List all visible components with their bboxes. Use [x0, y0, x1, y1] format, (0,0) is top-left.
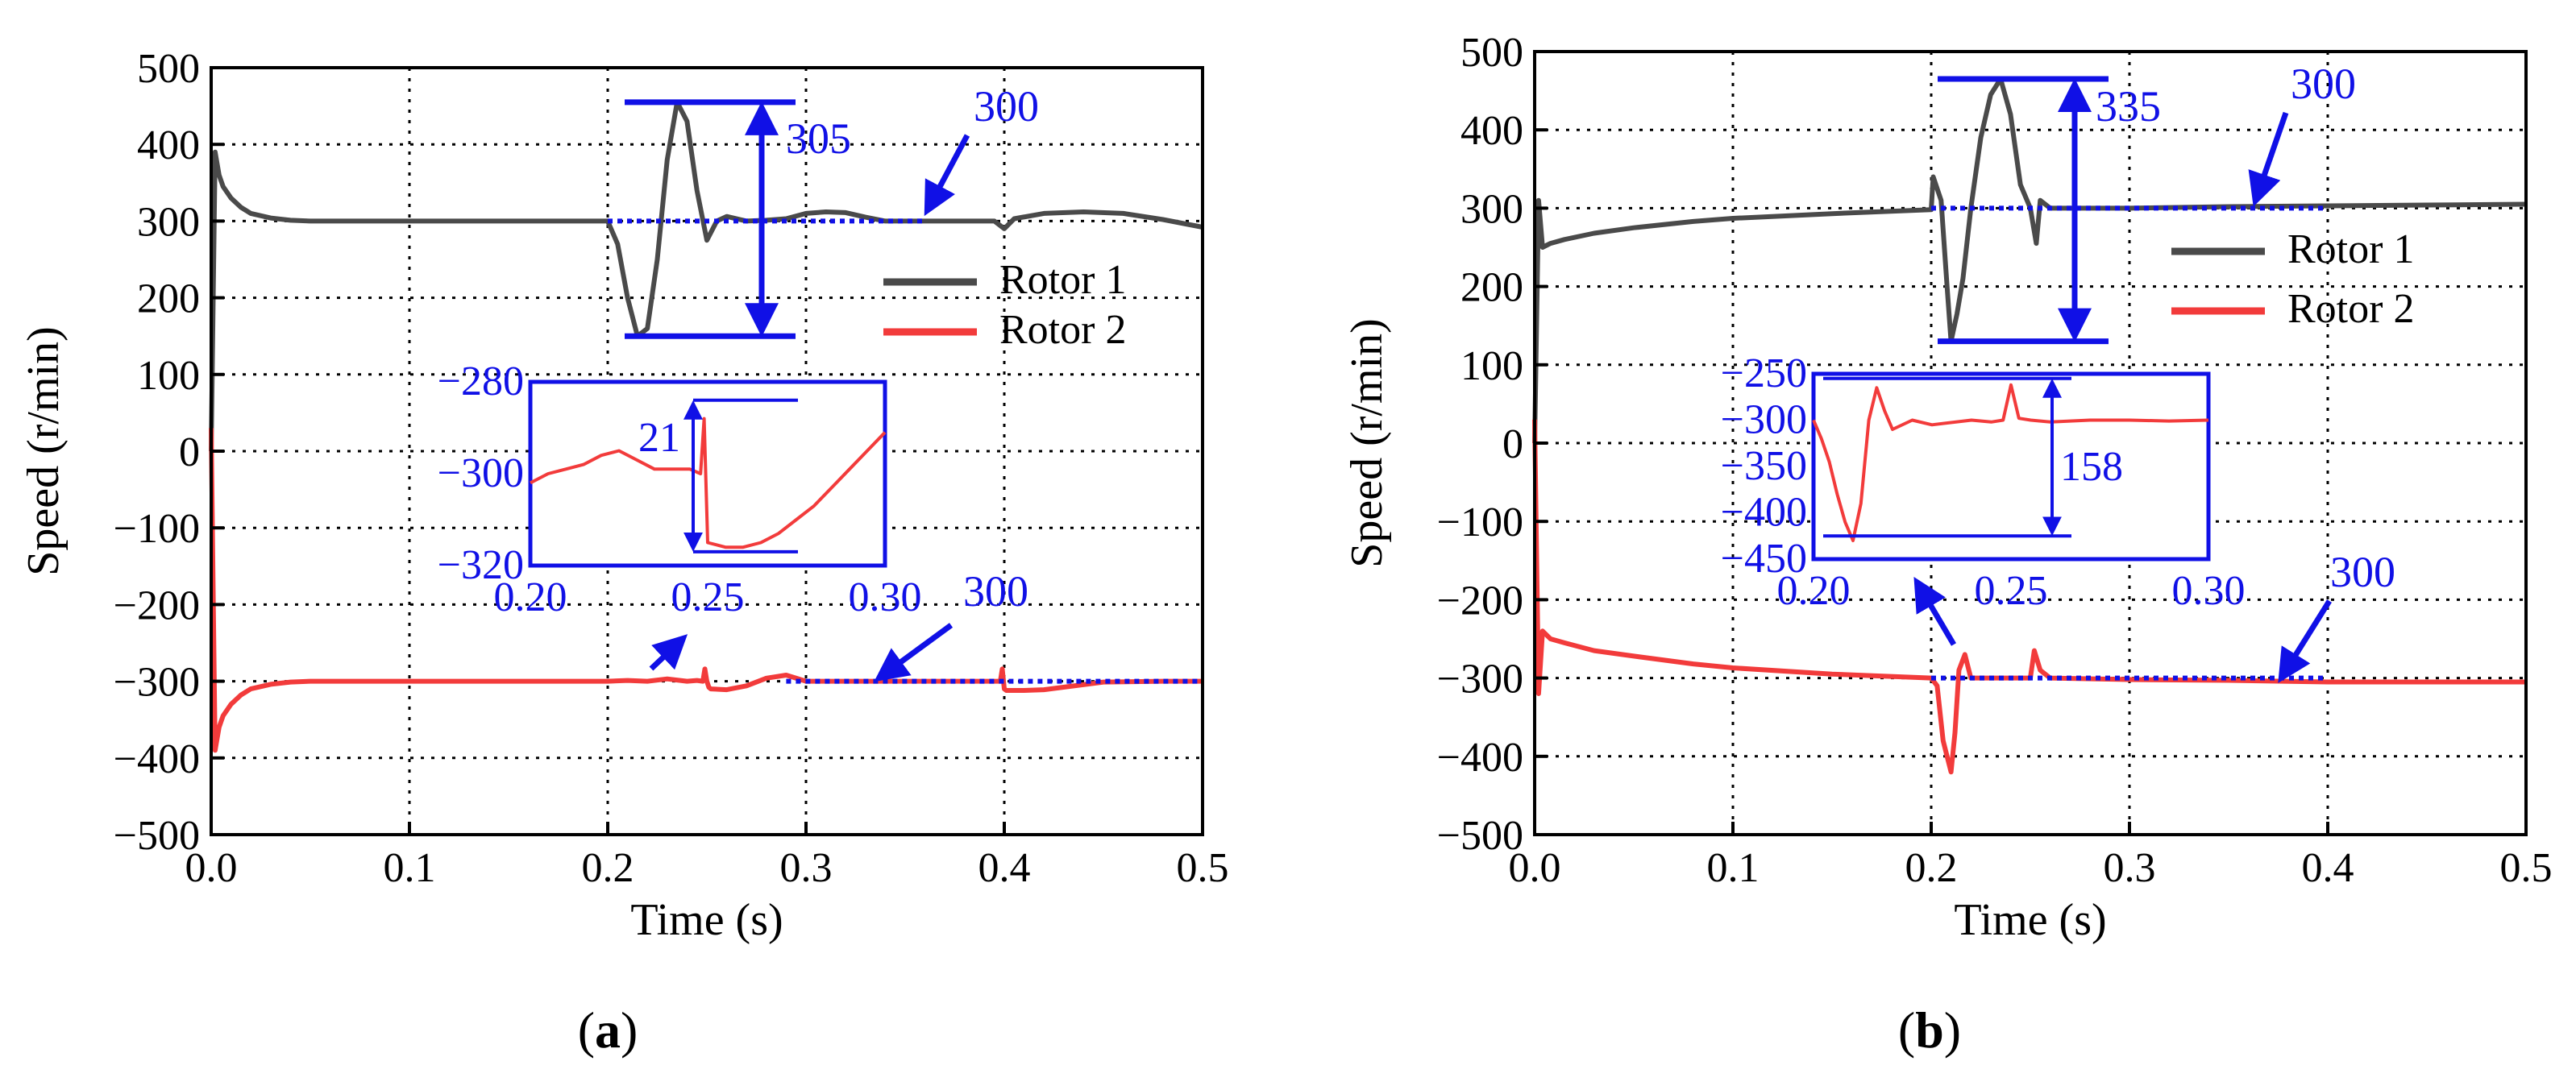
panel-label-open: (	[578, 1001, 595, 1059]
legend-label-rotor2: Rotor 2	[2287, 286, 2414, 332]
inset-x-tick-label: 0.20	[494, 574, 567, 620]
x-tick-label: 0.3	[780, 845, 833, 891]
y-tick-label: 400	[1460, 108, 1523, 154]
y-tick-label: 200	[1460, 265, 1523, 311]
y-tick-label: 0	[1502, 421, 1523, 467]
y-axis-label: Speed (r/min)	[19, 326, 69, 575]
x-tick-label: 0.2	[582, 845, 634, 891]
y-tick-label: −200	[114, 582, 200, 628]
x-tick-label: 0.5	[1177, 845, 1229, 891]
inset-y-tick-label: −280	[438, 359, 524, 404]
y-tick-label: 300	[1460, 186, 1523, 232]
x-tick-label: 0.4	[2302, 845, 2354, 891]
inset-y-tick-label: −300	[1721, 397, 1807, 443]
panel-b: 0.0 0.1 0.2 0.3 0.4 0.5 500 400 300 200 100 0 −100 −2…	[1342, 30, 2553, 1059]
y-tick-label: 400	[137, 122, 200, 168]
y-tick-label: −400	[114, 736, 200, 782]
y-tick-label: −400	[1437, 735, 1523, 781]
panel-label-close: )	[621, 1001, 638, 1059]
inset-x-tick-label: 0.25	[671, 574, 745, 620]
inset-x-tick-label: 0.25	[1975, 568, 2048, 614]
y-tick-label: −300	[1437, 657, 1523, 703]
y-tick-label: 100	[1460, 343, 1523, 389]
y-tick-label: 100	[137, 353, 200, 399]
reference-arrow-rotor2	[874, 623, 954, 682]
x-axis-label: Time (s)	[1954, 895, 2106, 945]
reference-label-rotor2: 300	[2330, 548, 2395, 596]
inset-delta-label: 158	[2060, 444, 2123, 490]
x-tick-label: 0.4	[978, 845, 1031, 891]
x-tick-label: 0.3	[2104, 845, 2156, 891]
panel-label-close: )	[1944, 1001, 1961, 1059]
inset-y-tick-label: −350	[1721, 443, 1807, 489]
series-line-1	[209, 99, 1203, 452]
y-tick-label: 200	[137, 276, 200, 322]
reference-label-rotor2: 300	[963, 567, 1028, 616]
panel-label: (b)	[1898, 1001, 1961, 1059]
x-tick-label: 0.0	[1509, 845, 1561, 891]
x-tick-label: 0.0	[185, 845, 238, 891]
x-axis-label: Time (s)	[630, 895, 783, 945]
panel-a: 0.0 0.1 0.2 0.3 0.4 0.5 500 400 300 200 100 0 −100 −2…	[19, 46, 1229, 1059]
inset-pointer-arrow	[1913, 576, 1957, 646]
legend-label-rotor1: Rotor 1	[2287, 226, 2414, 272]
inset-x-tick-label: 0.30	[2172, 568, 2246, 614]
y-tick-label: 500	[137, 46, 200, 92]
x-tick-label: 0.5	[2500, 845, 2553, 891]
y-tick-label: −300	[114, 660, 200, 706]
inset-frame	[1811, 371, 2211, 562]
x-tick-label: 0.1	[1707, 845, 1760, 891]
x-tick-label: 0.1	[384, 845, 436, 891]
amplitude-label: 305	[786, 114, 851, 163]
reference-label-rotor1: 300	[2291, 60, 2356, 108]
panel-label: (a)	[578, 1001, 638, 1059]
inset-y-tick-label: −250	[1721, 350, 1807, 396]
panel-label-letter: b	[1915, 1001, 1944, 1059]
legend-label-rotor1: Rotor 1	[999, 257, 1126, 303]
y-tick-label: 300	[137, 199, 200, 245]
inset-x-tick-label: 0.30	[849, 574, 922, 620]
reference-arrow-rotor1	[924, 134, 970, 217]
inset-y-tick-label: −400	[1721, 490, 1807, 536]
y-tick-label: 500	[1460, 30, 1523, 76]
panel-label-open: (	[1898, 1001, 1915, 1059]
inset-pointer-arrow	[649, 634, 688, 671]
y-tick-label: −100	[1437, 499, 1523, 545]
y-tick-label: 0	[179, 429, 200, 475]
inset-y-tick-label: −320	[438, 542, 524, 588]
inset-y-tick-label: −300	[438, 450, 524, 496]
y-axis-label: Speed (r/min)	[1342, 318, 1392, 567]
y-tick-label: −500	[114, 813, 200, 859]
inset-y-tick-label: −450	[1721, 536, 1807, 582]
y-tick-label: −200	[1437, 578, 1523, 624]
inset-delta-label: 21	[638, 415, 680, 461]
y-tick-label: −500	[1437, 813, 1523, 859]
inset-panel: 0.20 0.25 0.30 −250−300−350−400−450 158	[1721, 350, 2246, 614]
inset-x-tick-label: 0.20	[1777, 568, 1851, 614]
reference-arrow-rotor2	[2278, 599, 2332, 683]
amplitude-label: 335	[2096, 82, 2161, 131]
legend-label-rotor2: Rotor 2	[999, 307, 1126, 353]
inset-series-line	[530, 417, 887, 549]
reference-label-rotor1: 300	[974, 82, 1039, 131]
panel-label-letter: a	[595, 1001, 621, 1059]
inset-panel: 0.20 0.25 0.30 −280 −300 −320 21	[438, 359, 922, 620]
reference-arrow-rotor1	[2248, 111, 2289, 207]
x-tick-label: 0.2	[1905, 845, 1958, 891]
y-tick-label: −100	[114, 506, 200, 552]
